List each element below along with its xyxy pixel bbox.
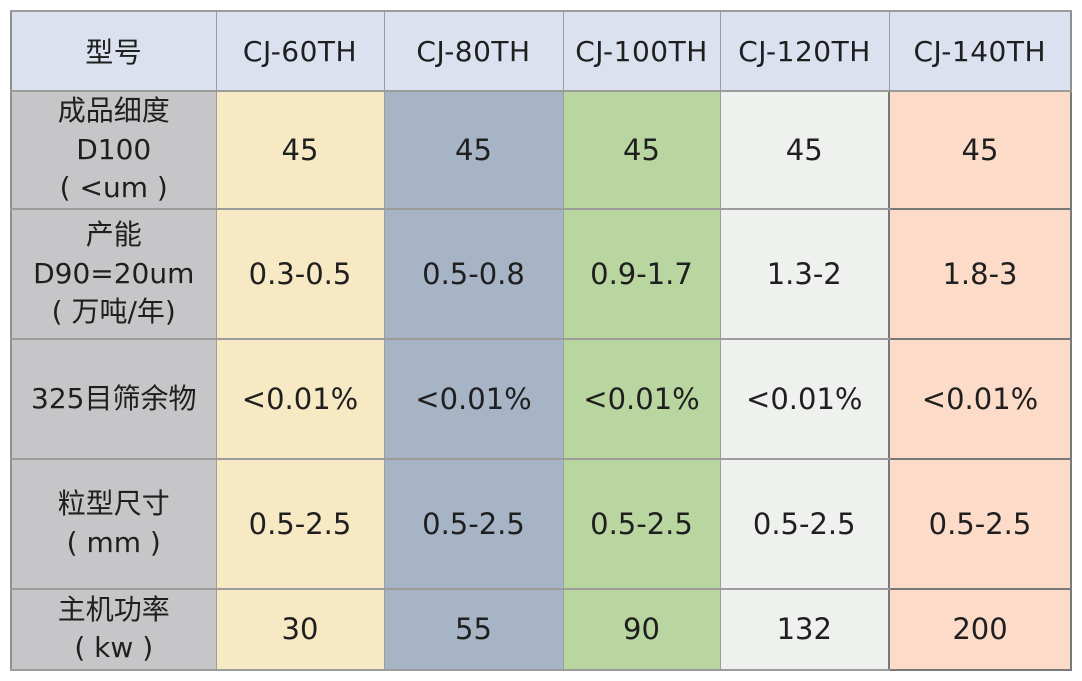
cell-fineness-cj-100th: 45 bbox=[562, 90, 721, 210]
row-label-sieve-residue: 325目筛余物 bbox=[10, 337, 217, 460]
cell-particle-cj-60th: 0.5-2.5 bbox=[215, 457, 385, 590]
cell-power-cj-120th: 132 bbox=[719, 587, 890, 671]
cell-particle-cj-100th: 0.5-2.5 bbox=[562, 457, 721, 590]
header-model-cj-120th: CJ-120TH bbox=[719, 10, 890, 92]
row-label-particle-size: 粒型尺寸 ( mm ) bbox=[10, 457, 217, 590]
cell-residue-cj-120th: <0.01% bbox=[719, 337, 890, 460]
cell-capacity-cj-80th: 0.5-0.8 bbox=[383, 207, 564, 340]
cell-capacity-cj-140th: 1.8-3 bbox=[888, 207, 1072, 340]
cell-power-cj-140th: 200 bbox=[888, 587, 1072, 671]
cell-residue-cj-100th: <0.01% bbox=[562, 337, 721, 460]
product-spec-table: 型号 CJ-60TH CJ-80TH CJ-100TH CJ-120TH CJ-… bbox=[10, 10, 1072, 671]
cell-residue-cj-60th: <0.01% bbox=[215, 337, 385, 460]
cell-fineness-cj-120th: 45 bbox=[719, 90, 890, 210]
cell-power-cj-60th: 30 bbox=[215, 587, 385, 671]
row-label-capacity: 产能 D90=20um ( 万吨/年) bbox=[10, 207, 217, 340]
row-capacity: 产能 D90=20um ( 万吨/年) 0.3-0.5 0.5-0.8 0.9-… bbox=[10, 207, 1072, 340]
cell-fineness-cj-60th: 45 bbox=[215, 90, 385, 210]
cell-power-cj-80th: 55 bbox=[383, 587, 564, 671]
header-model-label: 型号 bbox=[10, 10, 217, 92]
row-label-main-power: 主机功率 ( kw ) bbox=[10, 587, 217, 671]
cell-fineness-cj-80th: 45 bbox=[383, 90, 564, 210]
cell-particle-cj-140th: 0.5-2.5 bbox=[888, 457, 1072, 590]
header-model-cj-140th: CJ-140TH bbox=[888, 10, 1072, 92]
cell-residue-cj-140th: <0.01% bbox=[888, 337, 1072, 460]
cell-capacity-cj-120th: 1.3-2 bbox=[719, 207, 890, 340]
cell-capacity-cj-100th: 0.9-1.7 bbox=[562, 207, 721, 340]
cell-particle-cj-120th: 0.5-2.5 bbox=[719, 457, 890, 590]
cell-fineness-cj-140th: 45 bbox=[888, 90, 1072, 210]
cell-residue-cj-80th: <0.01% bbox=[383, 337, 564, 460]
header-model-cj-80th: CJ-80TH bbox=[383, 10, 564, 92]
cell-particle-cj-80th: 0.5-2.5 bbox=[383, 457, 564, 590]
cell-power-cj-100th: 90 bbox=[562, 587, 721, 671]
row-finished-fineness: 成品细度 D100 ( <um ) 45 45 45 45 45 bbox=[10, 90, 1072, 210]
header-row: 型号 CJ-60TH CJ-80TH CJ-100TH CJ-120TH CJ-… bbox=[10, 10, 1072, 92]
cell-capacity-cj-60th: 0.3-0.5 bbox=[215, 207, 385, 340]
header-model-cj-60th: CJ-60TH bbox=[215, 10, 385, 92]
header-model-cj-100th: CJ-100TH bbox=[562, 10, 721, 92]
row-main-power: 主机功率 ( kw ) 30 55 90 132 200 bbox=[10, 587, 1072, 671]
row-label-finished-fineness: 成品细度 D100 ( <um ) bbox=[10, 90, 217, 210]
row-particle-size: 粒型尺寸 ( mm ) 0.5-2.5 0.5-2.5 0.5-2.5 0.5-… bbox=[10, 457, 1072, 590]
row-sieve-residue: 325目筛余物 <0.01% <0.01% <0.01% <0.01% <0.0… bbox=[10, 337, 1072, 460]
